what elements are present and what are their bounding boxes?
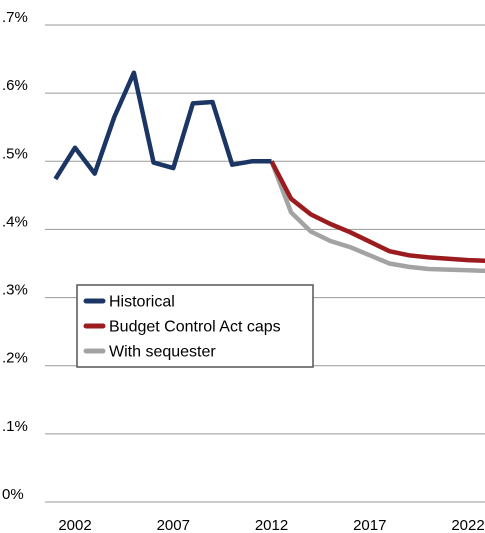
- y-tick-label: .5%: [2, 145, 28, 162]
- series-line-with-sequester: [269, 160, 485, 274]
- y-tick-label: .1%: [2, 418, 28, 435]
- y-tick-label: .7%: [2, 9, 28, 26]
- legend-label: With sequester: [109, 344, 216, 361]
- legend-box: [76, 284, 314, 368]
- y-tick-label: .2%: [2, 350, 28, 367]
- legend-label: Historical: [109, 294, 175, 311]
- legend-label: Budget Control Act caps: [109, 319, 281, 336]
- x-tick-label: 2022: [451, 517, 484, 533]
- series-lines: [53, 70, 485, 274]
- y-axis-labels: .7% .6% .5% .4% .3% .2% .1% 0%: [2, 9, 28, 503]
- x-axis-labels: 2002 2007 2012 2017 2022: [58, 517, 484, 533]
- legend: Historical Budget Control Act caps With se…: [76, 284, 314, 368]
- x-tick-label: 2007: [157, 517, 190, 533]
- series-line-budget-control-act-caps: [269, 160, 485, 263]
- x-tick-label: 2002: [58, 517, 91, 533]
- y-tick-label: .3%: [2, 282, 28, 299]
- y-tick-label: .6%: [2, 77, 28, 94]
- x-tick-label: 2012: [255, 517, 288, 533]
- y-tick-label: 0%: [2, 486, 24, 503]
- series-line-historical: [53, 70, 272, 181]
- y-tick-label: .4%: [2, 213, 28, 230]
- gridlines: [45, 24, 485, 503]
- x-tick-label: 2017: [353, 517, 386, 533]
